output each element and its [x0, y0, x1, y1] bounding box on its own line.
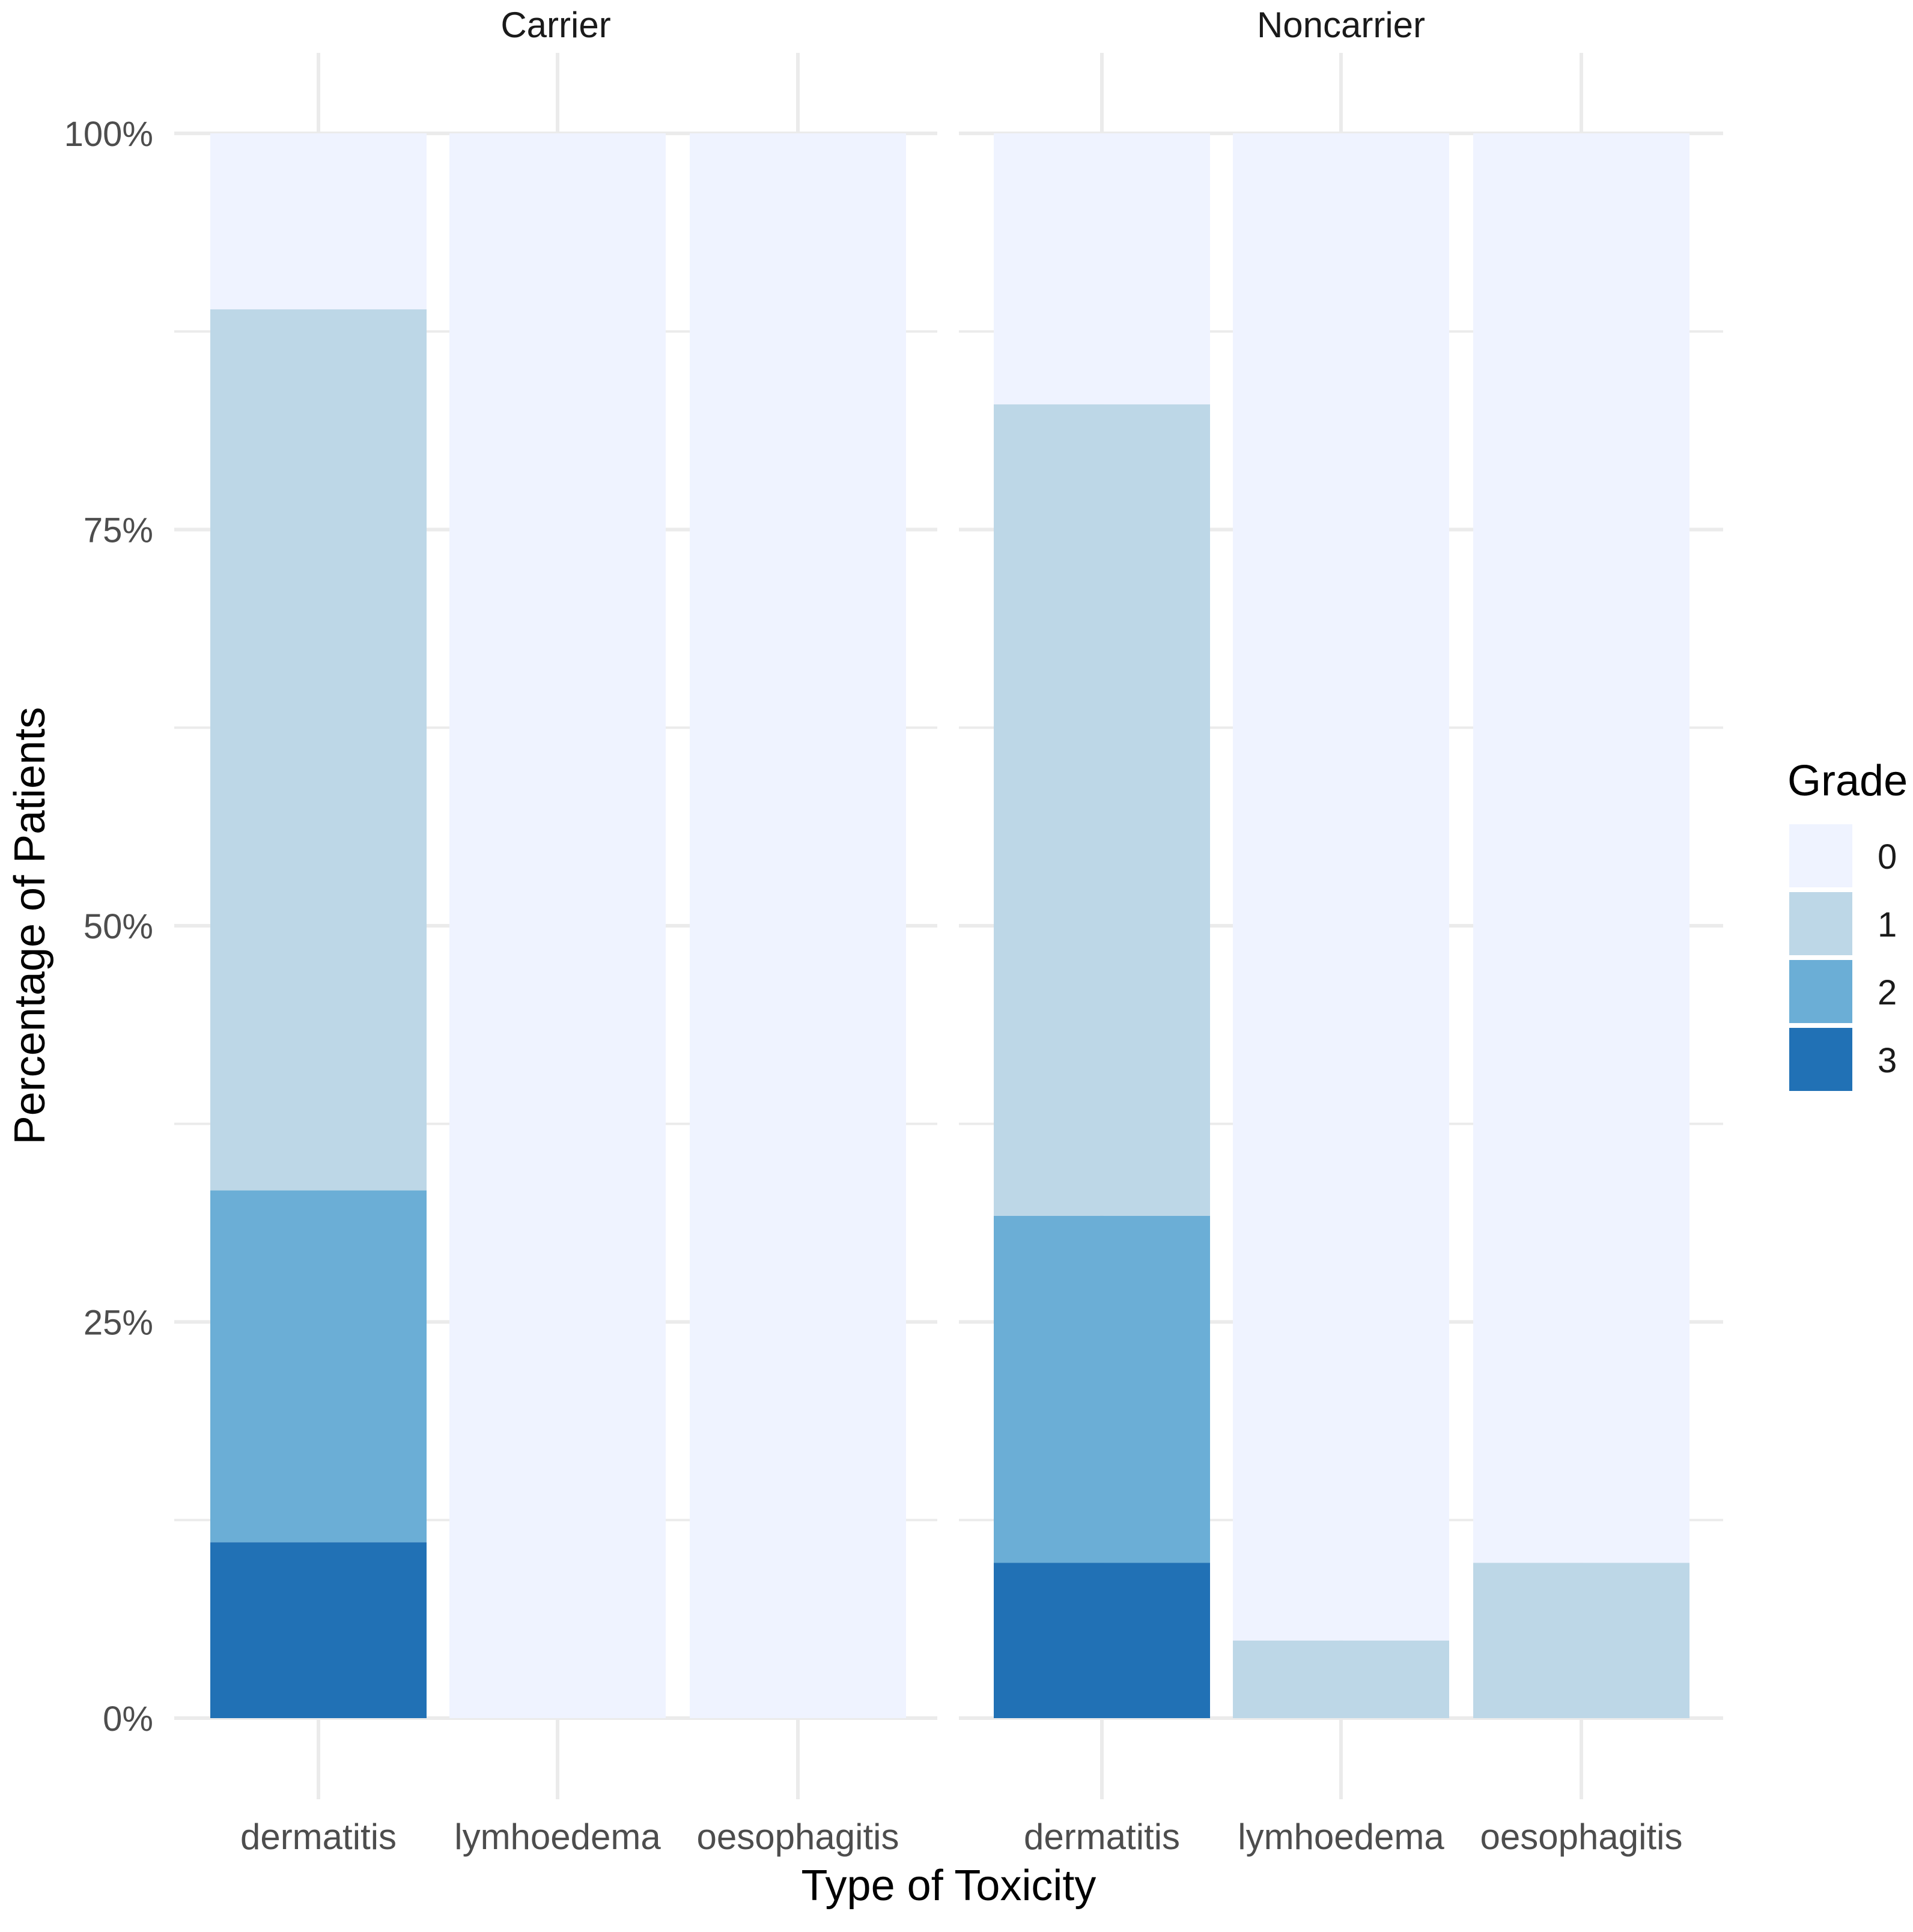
legend-key-grade-0	[1789, 824, 1852, 887]
bar-segment-carrier-dermatitis-grade-1	[210, 309, 427, 1191]
legend-key-grade-3	[1789, 1028, 1852, 1091]
y-tick-label: 25%	[84, 1304, 153, 1343]
panel-title: Noncarrier	[1257, 5, 1425, 45]
y-tick-label: 0%	[103, 1700, 153, 1739]
legend-title: Grade	[1787, 757, 1908, 805]
x-tick-label: oesophagitis	[697, 1817, 899, 1857]
legend-label: 1	[1878, 905, 1897, 944]
x-tick-label: lymhoedema	[1238, 1817, 1444, 1857]
x-axis-title: Type of Toxicity	[801, 1862, 1096, 1910]
bar-segment-noncarrier-dermatitis-grade-1	[994, 404, 1210, 1216]
y-tick-label: 75%	[84, 511, 153, 550]
y-tick-label: 100%	[64, 115, 153, 154]
bar-segment-noncarrier-dermatitis-grade-0	[994, 133, 1210, 405]
legend-key-grade-2	[1789, 960, 1852, 1023]
x-tick-label: oesophagitis	[1480, 1817, 1683, 1857]
bar-segment-noncarrier-dermatitis-grade-2	[994, 1215, 1210, 1563]
x-tick-label: lymhoedema	[454, 1817, 661, 1857]
legend-label: 0	[1878, 837, 1897, 876]
bar-segment-carrier-dermatitis-grade-2	[210, 1190, 427, 1543]
legend-label: 3	[1878, 1041, 1897, 1080]
bar-segment-noncarrier-lymhoedema-grade-1	[1233, 1640, 1449, 1718]
x-tick-label: dermatitis	[240, 1817, 397, 1857]
bar-segment-noncarrier-oesophagitis-grade-0	[1473, 133, 1689, 1563]
bar-segment-carrier-dermatitis-grade-0	[210, 133, 427, 309]
bar-segment-noncarrier-lymhoedema-grade-0	[1233, 133, 1449, 1641]
bar-segment-carrier-oesophagitis-grade-0	[690, 133, 906, 1718]
y-tick-label: 50%	[84, 907, 153, 946]
panel-title: Carrier	[500, 5, 610, 45]
x-tick-label: dermatitis	[1024, 1817, 1180, 1857]
legend-key-grade-1	[1789, 892, 1852, 955]
bar-segment-noncarrier-dermatitis-grade-3	[994, 1563, 1210, 1718]
bar-segment-carrier-lymhoedema-grade-0	[449, 133, 666, 1718]
bar-segment-noncarrier-oesophagitis-grade-1	[1473, 1563, 1689, 1718]
bar-segment-carrier-dermatitis-grade-3	[210, 1542, 427, 1718]
legend-label: 2	[1878, 973, 1897, 1012]
y-axis-title: Percentage of Patients	[6, 707, 54, 1144]
